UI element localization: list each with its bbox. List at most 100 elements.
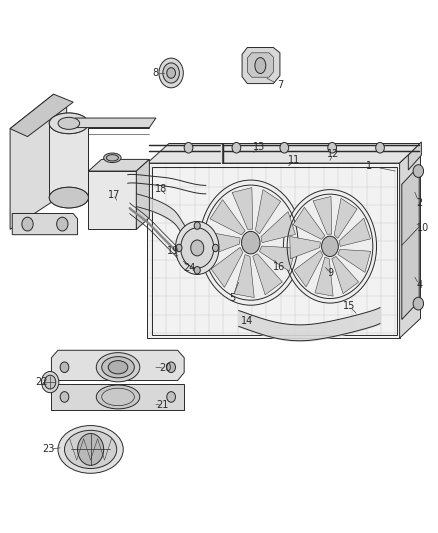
Circle shape: [159, 58, 184, 88]
Circle shape: [42, 372, 59, 393]
Ellipse shape: [102, 357, 134, 378]
Polygon shape: [206, 232, 240, 256]
Polygon shape: [242, 47, 280, 84]
Polygon shape: [290, 237, 320, 259]
Polygon shape: [12, 214, 78, 235]
Text: 18: 18: [155, 183, 168, 193]
Circle shape: [212, 244, 219, 252]
Ellipse shape: [58, 425, 123, 473]
Circle shape: [181, 228, 214, 268]
Circle shape: [241, 231, 260, 254]
Circle shape: [45, 375, 56, 389]
Polygon shape: [338, 249, 371, 272]
Polygon shape: [10, 94, 73, 136]
Text: 19: 19: [167, 246, 180, 256]
Text: 7: 7: [277, 80, 283, 90]
Polygon shape: [88, 159, 149, 171]
Polygon shape: [191, 251, 210, 261]
Circle shape: [413, 297, 424, 310]
Text: 4: 4: [416, 280, 422, 290]
Circle shape: [328, 142, 336, 153]
Polygon shape: [402, 166, 419, 319]
Polygon shape: [51, 350, 184, 381]
Text: 9: 9: [327, 268, 333, 278]
Polygon shape: [51, 384, 184, 410]
Polygon shape: [259, 246, 296, 271]
Circle shape: [194, 222, 200, 229]
Ellipse shape: [106, 155, 118, 161]
Text: 5: 5: [229, 293, 235, 303]
Text: 20: 20: [160, 364, 172, 373]
Text: 22: 22: [35, 377, 48, 387]
Circle shape: [60, 392, 69, 402]
Circle shape: [191, 240, 204, 256]
Circle shape: [167, 362, 176, 373]
Circle shape: [176, 221, 219, 274]
Circle shape: [376, 142, 385, 153]
Polygon shape: [315, 257, 333, 296]
Circle shape: [199, 180, 302, 305]
Text: 13: 13: [253, 142, 265, 152]
Polygon shape: [234, 255, 254, 297]
Circle shape: [167, 392, 176, 402]
Circle shape: [321, 236, 339, 256]
Ellipse shape: [49, 113, 88, 134]
Text: 10: 10: [417, 223, 429, 233]
Polygon shape: [332, 256, 359, 294]
Text: 16: 16: [273, 262, 285, 271]
Polygon shape: [49, 123, 88, 198]
Text: 23: 23: [42, 445, 55, 455]
Circle shape: [194, 266, 200, 274]
Polygon shape: [69, 118, 156, 127]
Text: 17: 17: [107, 190, 120, 200]
Ellipse shape: [96, 385, 140, 409]
Polygon shape: [399, 143, 420, 338]
Polygon shape: [88, 171, 136, 229]
Circle shape: [232, 142, 241, 153]
Polygon shape: [136, 159, 149, 229]
Polygon shape: [339, 218, 371, 246]
Ellipse shape: [49, 187, 88, 208]
Polygon shape: [232, 188, 253, 229]
Text: 21: 21: [156, 400, 169, 410]
Polygon shape: [313, 197, 332, 235]
Polygon shape: [261, 212, 296, 243]
Ellipse shape: [96, 353, 140, 382]
Circle shape: [176, 244, 182, 252]
Text: 14: 14: [241, 316, 254, 326]
Polygon shape: [255, 190, 281, 234]
Circle shape: [283, 190, 377, 303]
Polygon shape: [408, 142, 421, 170]
Circle shape: [280, 142, 289, 153]
Text: 12: 12: [327, 149, 339, 159]
Polygon shape: [147, 163, 399, 338]
Circle shape: [57, 217, 68, 231]
Ellipse shape: [49, 113, 88, 134]
Text: 24: 24: [183, 263, 196, 272]
Text: 2: 2: [416, 198, 422, 208]
Circle shape: [413, 165, 424, 177]
Circle shape: [22, 217, 33, 231]
Polygon shape: [334, 198, 357, 238]
Circle shape: [167, 68, 176, 78]
Ellipse shape: [108, 361, 128, 374]
Ellipse shape: [64, 430, 117, 469]
Ellipse shape: [58, 117, 80, 130]
Polygon shape: [10, 94, 67, 229]
Circle shape: [78, 433, 104, 465]
Text: 1: 1: [366, 161, 372, 171]
Polygon shape: [247, 53, 273, 77]
Polygon shape: [210, 199, 245, 235]
Text: 11: 11: [288, 156, 300, 165]
Ellipse shape: [255, 58, 266, 74]
Circle shape: [163, 63, 180, 83]
Circle shape: [60, 362, 69, 373]
Ellipse shape: [49, 187, 88, 208]
Ellipse shape: [104, 153, 121, 163]
Polygon shape: [253, 254, 283, 295]
Text: 8: 8: [153, 68, 159, 78]
Polygon shape: [294, 251, 323, 287]
Polygon shape: [211, 247, 243, 287]
Polygon shape: [147, 143, 420, 163]
Text: 15: 15: [343, 301, 356, 311]
